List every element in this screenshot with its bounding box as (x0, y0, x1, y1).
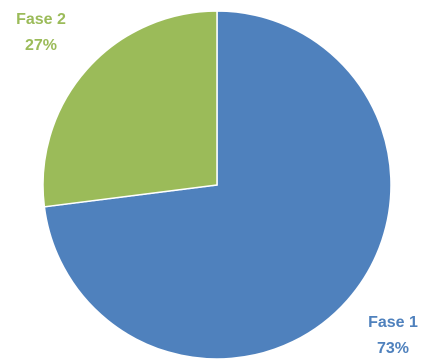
pie-slice-fase-2 (42, 10, 218, 208)
slice-label-percent: 27% (25, 37, 57, 54)
pie-slices (42, 10, 392, 360)
slice-labels: Fase 1 73% Fase 2 27% (16, 11, 418, 357)
slice-label-percent: 73% (377, 340, 409, 357)
slice-label-name: Fase 2 (16, 11, 66, 28)
slice-label-name: Fase 1 (368, 314, 418, 331)
